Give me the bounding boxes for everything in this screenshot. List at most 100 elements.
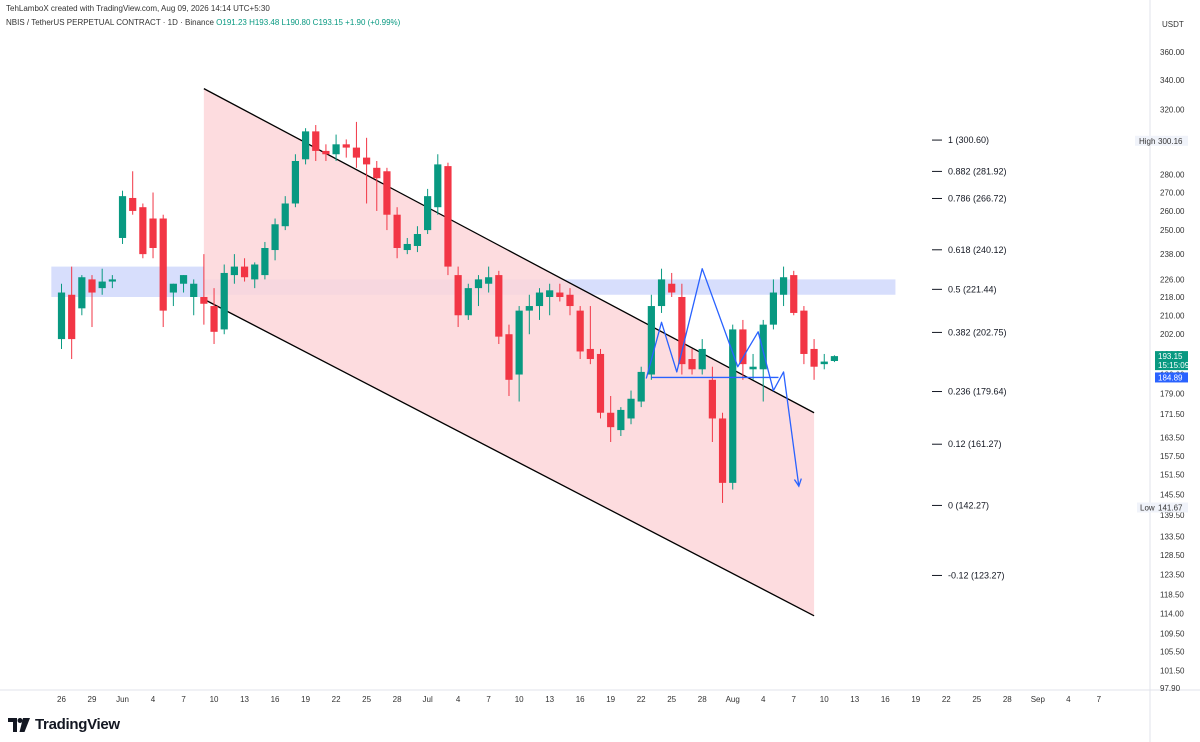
candle-down xyxy=(810,348,818,367)
price-tick-label: 128.50 xyxy=(1160,551,1185,560)
price-tick-label: 145.50 xyxy=(1160,490,1185,499)
candle-up xyxy=(261,248,269,276)
current-price-tag: 193.15 xyxy=(1158,352,1183,361)
price-tick-label: 109.50 xyxy=(1160,629,1185,638)
price-tick-label: 133.50 xyxy=(1160,533,1185,542)
candle-up xyxy=(251,264,259,280)
candle-up xyxy=(769,292,777,325)
candle-up xyxy=(729,329,737,483)
price-tick-label: 238.00 xyxy=(1160,250,1185,259)
candle-up xyxy=(485,277,493,284)
candle-down xyxy=(495,275,503,337)
candle-down xyxy=(688,359,696,370)
chart-credit: TehLamboX created with TradingView.com, … xyxy=(6,4,270,13)
candle-up xyxy=(169,283,177,293)
time-tick-label: 10 xyxy=(820,695,829,704)
candle-up xyxy=(78,277,86,309)
time-tick-label: 22 xyxy=(942,695,951,704)
candle-up xyxy=(464,288,472,316)
candle-down xyxy=(444,166,452,267)
time-tick-label: Sep xyxy=(1031,695,1046,704)
price-tick-label: 163.50 xyxy=(1160,434,1185,443)
candle-up xyxy=(230,266,238,276)
time-tick-label: 16 xyxy=(881,695,890,704)
price-tick-label: 202.00 xyxy=(1160,330,1185,339)
candle-up xyxy=(515,310,523,375)
candle-up xyxy=(830,356,839,361)
fibonacci-retracement[interactable]: 1 (300.60) 0.882 (281.92) 0.786 (266.72) 0.… xyxy=(932,135,1007,580)
time-tick-label: 29 xyxy=(88,695,97,704)
candle-down xyxy=(363,157,371,165)
time-tick-label: 4 xyxy=(761,695,766,704)
candle-down xyxy=(790,275,798,313)
channel-lower-line[interactable] xyxy=(203,298,815,617)
candle-up xyxy=(118,196,127,238)
high-tag-bg xyxy=(1135,135,1155,146)
candles xyxy=(57,121,839,503)
time-tick-label: 10 xyxy=(515,695,524,704)
candle-up xyxy=(535,292,544,307)
candle-up xyxy=(301,131,310,160)
price-tick-label: 340.00 xyxy=(1160,76,1185,85)
time-tick-label: 19 xyxy=(911,695,920,704)
candle-down xyxy=(739,329,747,365)
price-tick-label: 280.00 xyxy=(1160,171,1185,180)
candle-down xyxy=(668,283,676,293)
candle-down xyxy=(129,197,137,211)
high-value-tag: 300.16 xyxy=(1158,137,1183,146)
high-tag: High xyxy=(1139,137,1155,146)
candle-down xyxy=(210,306,218,332)
candle-down xyxy=(68,294,76,340)
price-tick-label: 179.00 xyxy=(1160,389,1185,398)
fib-level-label: 0.236 (179.64) xyxy=(948,387,1007,397)
candle-down xyxy=(139,207,147,255)
time-tick-label: 22 xyxy=(637,695,646,704)
current-price-bg xyxy=(1155,351,1188,371)
symbol-legend: NBIS / TetherUS PERPETUAL CONTRACT · 1D … xyxy=(6,18,400,27)
tradingview-wordmark: TradingView xyxy=(35,716,120,733)
candle-up xyxy=(474,279,483,289)
price-tick-label: 218.00 xyxy=(1160,293,1185,302)
neckline-level-tag: 184.89 xyxy=(1158,373,1183,382)
projection-path[interactable] xyxy=(645,268,802,488)
low-tag-bg xyxy=(1137,502,1155,513)
time-tick-label: 13 xyxy=(240,695,249,704)
fib-level-label: 0.882 (281.92) xyxy=(948,166,1007,176)
price-tick-label: 250.00 xyxy=(1160,226,1185,235)
candle-down xyxy=(586,348,594,360)
countdown-tag: 15:15:09 xyxy=(1158,361,1190,370)
time-tick-label: Jul xyxy=(423,695,433,704)
price-tick-label: 123.50 xyxy=(1160,571,1185,580)
candle-up xyxy=(525,306,533,311)
candle-down xyxy=(678,296,686,365)
time-tick-label: 7 xyxy=(486,695,491,704)
time-tick-label: 7 xyxy=(1097,695,1102,704)
tradingview-logo[interactable]: TradingView xyxy=(8,716,120,733)
candle-up xyxy=(413,234,422,246)
projection-arrowhead xyxy=(793,478,802,488)
price-tick-label: 105.50 xyxy=(1160,647,1185,656)
time-tick-label: 28 xyxy=(698,695,707,704)
time-tick-label: 7 xyxy=(792,695,797,704)
time-tick-label: 13 xyxy=(850,695,859,704)
candle-up xyxy=(424,196,432,231)
candle-up xyxy=(291,160,300,204)
candle-down xyxy=(393,214,401,249)
candle-up xyxy=(332,144,340,155)
time-tick-label: 26 xyxy=(57,695,66,704)
price-tick-label: 320.00 xyxy=(1160,106,1185,115)
candle-down xyxy=(454,275,462,316)
time-tick-label: 4 xyxy=(1066,695,1071,704)
price-tick-label: 210.00 xyxy=(1160,311,1185,320)
candle-down xyxy=(159,218,167,311)
projection-polyline[interactable] xyxy=(645,268,800,487)
time-tick-label: Aug xyxy=(726,695,740,704)
time-tick-label: 19 xyxy=(301,695,310,704)
price-tick-label: 360.00 xyxy=(1160,48,1185,57)
candle-down xyxy=(708,379,716,419)
candle-up xyxy=(617,409,625,431)
candle-down xyxy=(800,310,808,354)
time-tick-label: 19 xyxy=(606,695,615,704)
candle-up xyxy=(271,224,279,251)
